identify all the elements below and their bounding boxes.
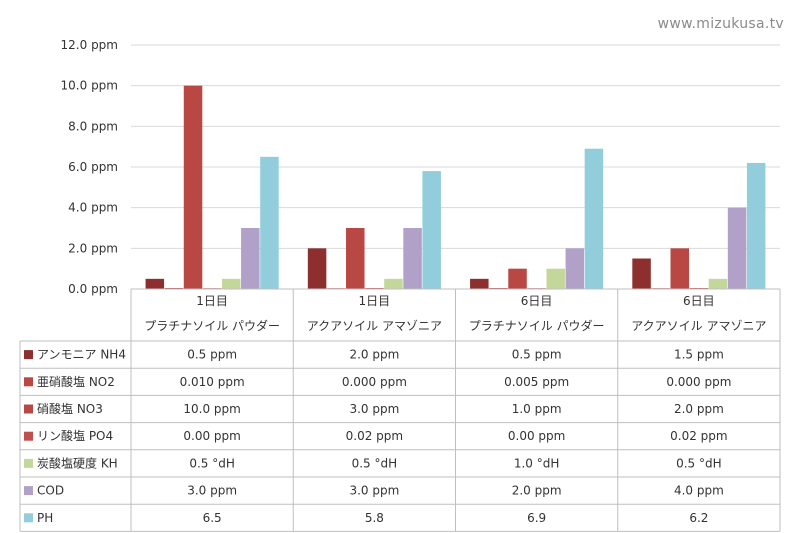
category-label-day: 1日目 bbox=[359, 294, 391, 308]
table-cell: 0.010 ppm bbox=[180, 375, 245, 389]
y-tick-label: 10.0 ppm bbox=[61, 79, 118, 93]
y-tick-label: 8.0 ppm bbox=[68, 119, 118, 133]
bar-ph bbox=[422, 171, 441, 289]
watermark-text: www.mizukusa.tv bbox=[657, 16, 784, 32]
table-cell: 5.8 bbox=[365, 511, 384, 525]
table-cell: 0.5 ppm bbox=[512, 348, 562, 362]
y-tick-label: 2.0 ppm bbox=[68, 241, 118, 255]
bar-kh bbox=[221, 278, 241, 289]
table-cell: 6.2 bbox=[689, 511, 708, 525]
series-label: アンモニア NH4 bbox=[37, 348, 126, 362]
bar-cod bbox=[241, 228, 260, 289]
series-label: 炭酸塩硬度 KH bbox=[37, 455, 118, 470]
bar-kh bbox=[384, 278, 403, 289]
table-cell: 0.00 ppm bbox=[508, 429, 565, 443]
bar-no3 bbox=[183, 85, 203, 290]
table-cell: 2.0 ppm bbox=[674, 402, 724, 416]
table-cell: 0.005 ppm bbox=[504, 375, 569, 389]
legend-key-kh bbox=[24, 458, 33, 468]
category-label-day: 6日目 bbox=[521, 294, 553, 308]
bars bbox=[145, 85, 766, 290]
legend-key-no3 bbox=[24, 404, 33, 414]
legend-key-no2 bbox=[24, 377, 33, 387]
series-label: 硝酸塩 NO3 bbox=[37, 401, 103, 416]
y-tick-label: 4.0 ppm bbox=[68, 201, 118, 215]
category-label-soil: アクアソイル アマゾニア bbox=[307, 319, 442, 333]
table-cell: 4.0 ppm bbox=[674, 484, 724, 498]
category-label-soil: プラチナソイル パウダー bbox=[144, 318, 280, 333]
bar-ph bbox=[746, 162, 766, 289]
bar-cod bbox=[403, 228, 422, 289]
table-cell: 0.5 ppm bbox=[187, 348, 237, 362]
table-cell: 0.00 ppm bbox=[183, 429, 240, 443]
category-label-day: 1日目 bbox=[196, 294, 228, 308]
bar-ph bbox=[584, 148, 604, 289]
table-cell: 10.0 ppm bbox=[183, 402, 240, 416]
category-label-soil: アクアソイル アマゾニア bbox=[631, 319, 766, 333]
table-cell: 0.000 ppm bbox=[666, 375, 731, 389]
bar-no3 bbox=[670, 248, 690, 289]
series-label: リン酸塩 PO4 bbox=[37, 428, 113, 443]
series-label: PH bbox=[37, 511, 53, 525]
table-cell: 1.0 °dH bbox=[514, 456, 560, 470]
table-cell: 3.0 ppm bbox=[187, 484, 237, 498]
bar-ph bbox=[260, 156, 279, 289]
bar-nh4 bbox=[307, 248, 327, 289]
table-cell: 1.5 ppm bbox=[674, 348, 724, 362]
table-cell: 0.02 ppm bbox=[346, 429, 403, 443]
category-label-soil: プラチナソイル パウダー bbox=[469, 318, 605, 333]
table-cell: 0.000 ppm bbox=[342, 375, 407, 389]
y-tick-label: 12.0 ppm bbox=[61, 38, 118, 52]
bar-no3 bbox=[346, 228, 365, 289]
y-axis-ticks: 0.0 ppm 2.0 ppm 4.0 ppm 6.0 ppm 8.0 ppm 10.0 … bbox=[61, 38, 118, 296]
bar-no3 bbox=[508, 268, 527, 289]
table-cell: 1.0 ppm bbox=[512, 402, 562, 416]
legend-key-cod bbox=[24, 486, 33, 496]
legend-key-ph bbox=[24, 513, 33, 523]
bar-nh4 bbox=[632, 258, 651, 289]
table-cell: 2.0 ppm bbox=[349, 348, 399, 362]
series-label: 亜硝酸塩 NO2 bbox=[37, 374, 115, 389]
bar-nh4 bbox=[470, 278, 489, 289]
bar-kh bbox=[708, 278, 728, 289]
table-cell: 3.0 ppm bbox=[349, 484, 399, 498]
table-cell: 2.0 ppm bbox=[512, 484, 562, 498]
table-cell: 6.9 bbox=[527, 511, 546, 525]
bar-cod bbox=[565, 248, 585, 289]
category-label-day: 6日目 bbox=[683, 294, 715, 308]
table-cell: 3.0 ppm bbox=[349, 402, 399, 416]
series-label: COD bbox=[37, 484, 64, 498]
table-cell: 0.02 ppm bbox=[670, 429, 727, 443]
bar-nh4 bbox=[145, 278, 165, 289]
table-cell: 0.5 °dH bbox=[352, 456, 398, 470]
bar-cod bbox=[727, 207, 747, 289]
bar-kh bbox=[546, 268, 565, 289]
legend-key-nh4 bbox=[24, 350, 33, 360]
legend-key-po4 bbox=[24, 431, 33, 441]
table-cell: 0.5 °dH bbox=[189, 456, 235, 470]
y-tick-label: 0.0 ppm bbox=[68, 282, 118, 296]
y-tick-label: 6.0 ppm bbox=[68, 160, 118, 174]
table-cell: 6.5 bbox=[203, 511, 222, 525]
table-cell: 0.5 °dH bbox=[676, 456, 722, 470]
